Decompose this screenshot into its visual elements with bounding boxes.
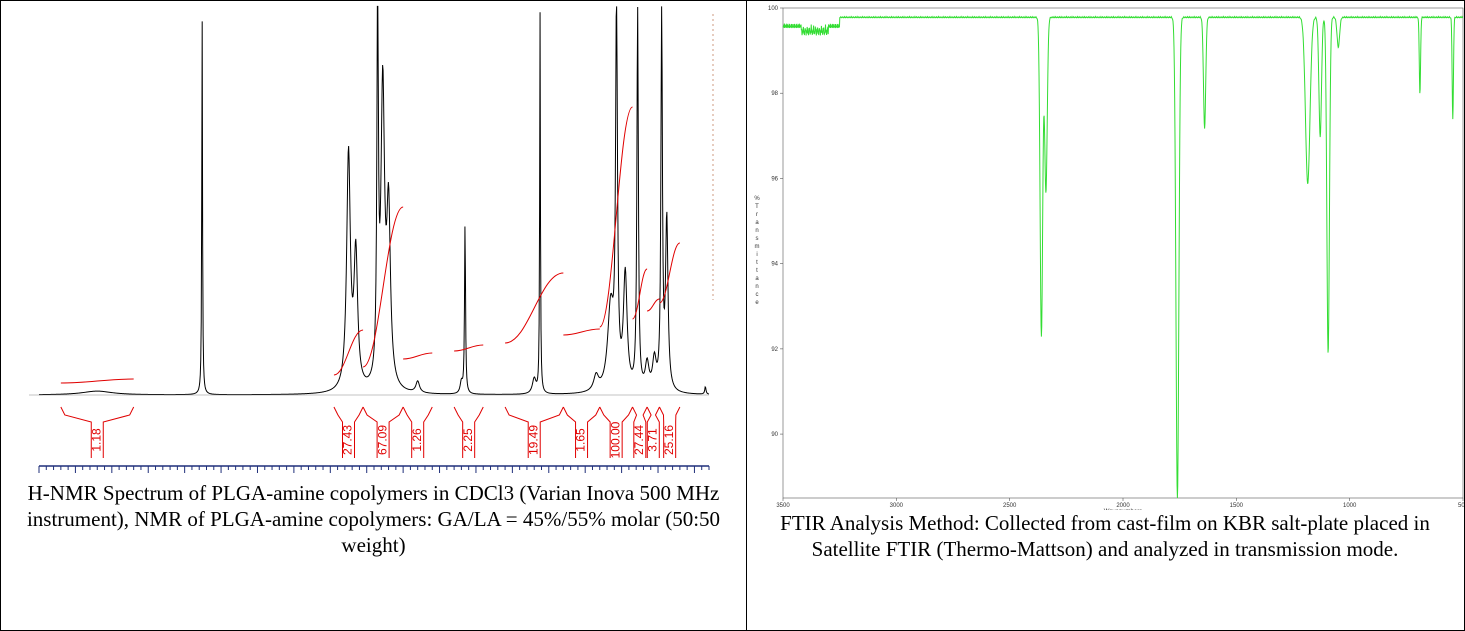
nmr-tick-label: 3.5 bbox=[467, 478, 485, 480]
ftir-y-tick-label: 98 bbox=[771, 91, 778, 97]
nmr-integral-label: 25.16 bbox=[662, 425, 676, 455]
nmr-tick-label: 4.5 bbox=[394, 478, 412, 480]
nmr-integral-label: 100.00 bbox=[608, 421, 622, 458]
nmr-x-axis: 9.0 8.5 8.0 7.5 7.0 6.5 6.0 5.5 5.0 4.5 4.0 3.5 3.0 2… bbox=[38, 465, 710, 480]
nmr-integral-bracket bbox=[333, 406, 364, 458]
nmr-integral-label: 3.71 bbox=[645, 428, 659, 452]
ftir-x-tick-label: 3000 bbox=[890, 503, 904, 509]
nmr-integral-label: 1.18 bbox=[89, 428, 103, 452]
nmr-integral-curve bbox=[403, 352, 433, 360]
nmr-integrals: 1.18 27.43 67.09 1.26 2.25 19.49 1.65 100.00 27.… bbox=[60, 106, 681, 458]
nmr-tick-label: 5.0 bbox=[358, 478, 376, 480]
nmr-tick-label: 1.0 bbox=[649, 478, 667, 480]
nmr-tick-label: 1.5 bbox=[613, 478, 631, 480]
nmr-integral-label: 27.43 bbox=[341, 425, 355, 455]
nmr-integral-bracket bbox=[632, 406, 648, 458]
ftir-y-tick-label: 90 bbox=[771, 432, 778, 438]
nmr-integral-label: 1.26 bbox=[410, 428, 424, 452]
nmr-tick-label: 6.0 bbox=[285, 478, 303, 480]
nmr-integral-curve bbox=[599, 106, 633, 328]
nmr-integral-bracket bbox=[362, 406, 404, 458]
nmr-integral-label: 1.65 bbox=[574, 428, 588, 452]
ftir-spectrum-line bbox=[782, 15, 1464, 499]
ftir-x-tick-label: 2000 bbox=[1116, 503, 1130, 509]
nmr-panel: 1.18 27.43 67.09 1.26 2.25 19.49 1.65 100.00 27.… bbox=[1, 0, 746, 631]
nmr-integral-bracket bbox=[659, 406, 681, 458]
nmr-integral-label: 27.44 bbox=[632, 425, 646, 455]
nmr-tick-label: 6.5 bbox=[248, 478, 266, 480]
nmr-integral-bracket bbox=[402, 406, 433, 458]
nmr-spectrum-line bbox=[38, 5, 710, 396]
nmr-integral-bracket bbox=[599, 406, 633, 458]
nmr-integral-bracket bbox=[562, 406, 601, 458]
nmr-tick-label: 7.0 bbox=[212, 478, 230, 480]
nmr-integral-curve bbox=[362, 206, 404, 368]
nmr-tick-label: 9.0 bbox=[66, 478, 84, 480]
ftir-panel: 3500 3000 2500 2000 1500 1000 500 90 92 94 96 98 100… bbox=[747, 0, 1464, 631]
nmr-tick-label: 2.5 bbox=[540, 478, 558, 480]
nmr-tick-label: 3.0 bbox=[503, 478, 521, 480]
ftir-plot-frame bbox=[782, 7, 1464, 499]
nmr-integral-curve bbox=[632, 268, 648, 320]
ftir-x-tick-label: 1000 bbox=[1343, 503, 1357, 509]
nmr-integral-bracket bbox=[504, 406, 564, 458]
ftir-x-tick-label: 500 bbox=[1458, 503, 1464, 509]
nmr-tick-label: 8.5 bbox=[103, 478, 121, 480]
nmr-tick-label: 5.5 bbox=[321, 478, 339, 480]
nmr-integral-label: 67.09 bbox=[375, 425, 389, 455]
nmr-tick-label: 8.0 bbox=[139, 478, 157, 480]
nmr-spectrum bbox=[38, 5, 710, 396]
nmr-x-unit-label: ppm bbox=[679, 478, 706, 480]
nmr-integral-curve bbox=[646, 298, 660, 312]
nmr-integral-bracket bbox=[453, 406, 484, 458]
nmr-tick-label: 2.0 bbox=[576, 478, 594, 480]
ftir-x-tick-label: 3500 bbox=[776, 503, 790, 509]
ftir-x-tick-label: 2500 bbox=[1003, 503, 1017, 509]
nmr-chart: 1.18 27.43 67.09 1.26 2.25 19.49 1.65 100.00 27.… bbox=[29, 5, 714, 480]
nmr-integral-bracket bbox=[646, 406, 660, 458]
ftir-y-tick-label: 92 bbox=[771, 347, 778, 353]
nmr-integral-bracket bbox=[60, 406, 135, 458]
ftir-axes: 3500 3000 2500 2000 1500 1000 500 90 92 94 96 98 100… bbox=[754, 6, 1464, 510]
nmr-tick-label: 7.5 bbox=[176, 478, 194, 480]
panel-divider bbox=[746, 0, 747, 631]
nmr-caption: H-NMR Spectrum of PLGA-amine copolymers … bbox=[26, 481, 721, 557]
ftir-y-tick-label: 96 bbox=[771, 176, 778, 182]
ftir-x-axis-label: Wavenumbers bbox=[1104, 509, 1142, 510]
ftir-x-tick-label: 1500 bbox=[1230, 503, 1244, 509]
ftir-chart: 3500 3000 2500 2000 1500 1000 500 90 92 94 96 98 100… bbox=[754, 6, 1464, 510]
nmr-integral-curve bbox=[659, 242, 681, 304]
nmr-integral-curve bbox=[333, 329, 364, 376]
nmr-integral-curve bbox=[454, 344, 484, 352]
nmr-integral-curve bbox=[505, 272, 564, 344]
ftir-y-tick-label: 94 bbox=[771, 262, 778, 268]
ftir-y-tick-label: 100 bbox=[768, 6, 779, 12]
nmr-integral-label: 19.49 bbox=[526, 425, 540, 455]
nmr-integral-curve bbox=[60, 378, 134, 384]
nmr-integral-curve bbox=[563, 328, 600, 336]
nmr-tick-label: 4.0 bbox=[431, 478, 449, 480]
nmr-integral-label: 2.25 bbox=[461, 428, 475, 452]
ftir-caption: FTIR Analysis Method: Collected from cas… bbox=[780, 511, 1430, 561]
